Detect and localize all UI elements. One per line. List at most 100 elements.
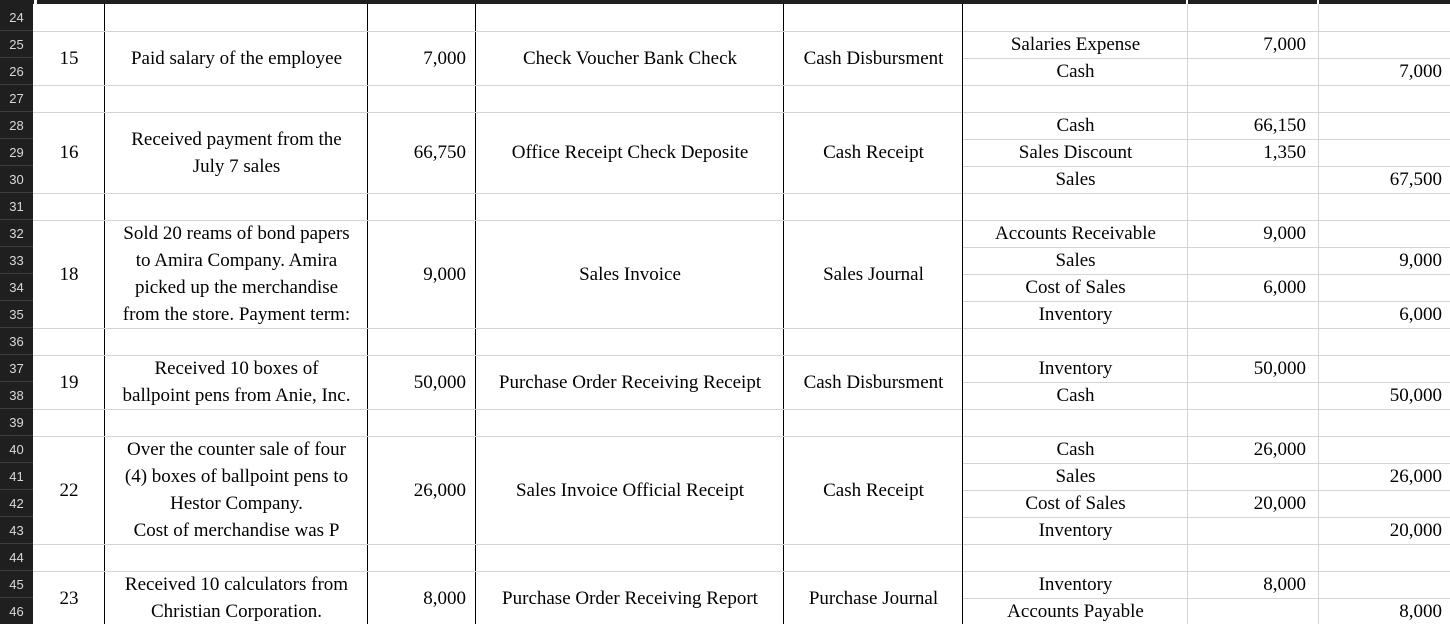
entry-document[interactable]: Purchase Order Receiving Receipt bbox=[498, 371, 762, 393]
row-header[interactable]: 28 bbox=[0, 112, 33, 139]
journal-line-debit[interactable]: 8,000 bbox=[1263, 574, 1306, 595]
gridline bbox=[963, 31, 1450, 32]
row-header[interactable]: 36 bbox=[0, 328, 33, 355]
row-header[interactable]: 37 bbox=[0, 355, 33, 382]
row-header[interactable]: 27 bbox=[0, 85, 33, 112]
journal-line-account[interactable]: Inventory bbox=[1038, 574, 1113, 595]
journal-line-debit[interactable]: 66,150 bbox=[1253, 115, 1306, 136]
journal-line-debit[interactable]: 6,000 bbox=[1263, 277, 1306, 298]
entry-document[interactable]: Sales Invoice bbox=[579, 263, 681, 285]
row-header[interactable]: 34 bbox=[0, 274, 33, 301]
journal-line-account[interactable]: Accounts Receivable bbox=[995, 223, 1156, 244]
entry-document[interactable]: Purchase Order Receiving Report bbox=[502, 587, 758, 609]
journal-line-account[interactable]: Cash bbox=[1056, 115, 1095, 136]
entry-journal[interactable]: Cash Receipt bbox=[823, 142, 924, 163]
gridline bbox=[963, 193, 1450, 194]
entry-description[interactable]: Received payment from the July 7 sales bbox=[131, 128, 342, 177]
journal-line-account[interactable]: Cost of Sales bbox=[1025, 277, 1126, 298]
entry-amount[interactable]: 66,750 bbox=[413, 142, 466, 163]
journal-line-credit[interactable]: 9,000 bbox=[1399, 250, 1442, 271]
journal-line-account[interactable]: Sales bbox=[1055, 250, 1096, 271]
journal-line-debit[interactable]: 20,000 bbox=[1253, 493, 1306, 514]
journal-line-credit[interactable]: 8,000 bbox=[1399, 601, 1442, 622]
row-header[interactable]: 26 bbox=[0, 58, 33, 85]
entry-journal[interactable]: Purchase Journal bbox=[808, 587, 939, 609]
entry-description[interactable]: Received 10 calculators from Christian C… bbox=[124, 574, 349, 622]
journal-line-account[interactable]: Sales bbox=[1055, 466, 1096, 487]
gridline bbox=[33, 220, 962, 221]
row-header[interactable]: 25 bbox=[0, 31, 33, 58]
entry-description[interactable]: Over the counter sale of four (4) boxes … bbox=[124, 439, 349, 541]
entry-day[interactable]: 18 bbox=[59, 263, 79, 285]
entry-amount[interactable]: 7,000 bbox=[423, 47, 466, 69]
row-header[interactable]: 46 bbox=[0, 598, 33, 624]
journal-line-account[interactable]: Cash bbox=[1056, 385, 1095, 406]
journal-line-account[interactable]: Inventory bbox=[1038, 304, 1113, 325]
row-header[interactable]: 31 bbox=[0, 193, 33, 220]
row-header[interactable]: 44 bbox=[0, 544, 33, 571]
journal-line-credit[interactable]: 6,000 bbox=[1399, 304, 1442, 325]
journal-line-account[interactable]: Sales Discount bbox=[1018, 142, 1133, 163]
entry-description[interactable]: Paid salary of the employee bbox=[130, 47, 343, 69]
gridline bbox=[963, 355, 1450, 356]
row-header[interactable]: 33 bbox=[0, 247, 33, 274]
row-header[interactable]: 43 bbox=[0, 517, 33, 544]
gridline bbox=[475, 4, 476, 624]
journal-line-debit[interactable]: 9,000 bbox=[1263, 223, 1306, 244]
journal-line-debit[interactable]: 26,000 bbox=[1253, 439, 1306, 460]
entry-day[interactable]: 16 bbox=[59, 142, 79, 163]
entry-day[interactable]: 22 bbox=[59, 479, 79, 501]
entry-document[interactable]: Check Voucher Bank Check bbox=[522, 47, 738, 69]
entry-day[interactable]: 19 bbox=[59, 371, 79, 393]
entry-amount[interactable]: 8,000 bbox=[423, 587, 466, 609]
row-header[interactable]: 35 bbox=[0, 301, 33, 328]
entry-amount[interactable]: 9,000 bbox=[423, 263, 466, 285]
journal-line-account[interactable]: Salaries Expense bbox=[1010, 34, 1141, 55]
entry-description[interactable]: Received 10 boxes of ballpoint pens from… bbox=[122, 358, 351, 406]
journal-line-account[interactable]: Cash bbox=[1056, 61, 1095, 82]
entry-description[interactable]: Sold 20 reams of bond papers to Amira Co… bbox=[122, 223, 351, 325]
entry-journal[interactable]: Cash Disbursment bbox=[803, 47, 944, 69]
journal-line-account[interactable]: Cash bbox=[1056, 439, 1095, 460]
journal-line-debit[interactable]: 50,000 bbox=[1253, 358, 1306, 379]
gridline bbox=[963, 166, 1450, 167]
journal-line-account[interactable]: Inventory bbox=[1038, 358, 1113, 379]
entry-day[interactable]: 23 bbox=[59, 587, 79, 609]
journal-line-debit[interactable]: 1,350 bbox=[1263, 142, 1306, 163]
journal-line-account[interactable]: Cost of Sales bbox=[1025, 493, 1126, 514]
entry-day[interactable]: 15 bbox=[59, 47, 79, 69]
entry-journal[interactable]: Sales Journal bbox=[823, 263, 924, 285]
entry-journal[interactable]: Cash Disbursment bbox=[803, 371, 944, 393]
journal-line-credit[interactable]: 7,000 bbox=[1399, 61, 1442, 82]
entry-document[interactable]: Office Receipt Check Deposite bbox=[511, 142, 749, 163]
journal-line-account[interactable]: Inventory bbox=[1038, 520, 1113, 541]
gridline bbox=[33, 544, 962, 545]
gridline bbox=[1318, 4, 1319, 624]
row-header[interactable]: 45 bbox=[0, 571, 33, 598]
journal-line-credit[interactable]: 50,000 bbox=[1389, 385, 1442, 406]
header-notch bbox=[1186, 0, 1188, 4]
journal-line-debit[interactable]: 7,000 bbox=[1263, 34, 1306, 55]
row-header[interactable]: 29 bbox=[0, 139, 33, 166]
journal-line-account[interactable]: Sales bbox=[1055, 169, 1096, 190]
gridline bbox=[33, 355, 962, 356]
row-header[interactable]: 39 bbox=[0, 409, 33, 436]
row-header[interactable]: 42 bbox=[0, 490, 33, 517]
row-header[interactable]: 24 bbox=[0, 4, 33, 31]
row-header[interactable]: 32 bbox=[0, 220, 33, 247]
entry-amount[interactable]: 50,000 bbox=[413, 371, 466, 393]
gridline bbox=[33, 328, 962, 329]
header-notch bbox=[34, 0, 37, 4]
journal-line-account[interactable]: Accounts Payable bbox=[1007, 601, 1144, 622]
row-header[interactable]: 40 bbox=[0, 436, 33, 463]
row-header[interactable]: 38 bbox=[0, 382, 33, 409]
entry-amount[interactable]: 26,000 bbox=[413, 479, 466, 501]
entry-document[interactable]: Sales Invoice Official Receipt bbox=[515, 479, 745, 501]
journal-line-credit[interactable]: 26,000 bbox=[1389, 466, 1442, 487]
row-header[interactable]: 30 bbox=[0, 166, 33, 193]
gridline bbox=[963, 301, 1450, 302]
journal-line-credit[interactable]: 67,500 bbox=[1389, 169, 1442, 190]
row-header[interactable]: 41 bbox=[0, 463, 33, 490]
journal-line-credit[interactable]: 20,000 bbox=[1389, 520, 1442, 541]
entry-journal[interactable]: Cash Receipt bbox=[823, 479, 924, 501]
